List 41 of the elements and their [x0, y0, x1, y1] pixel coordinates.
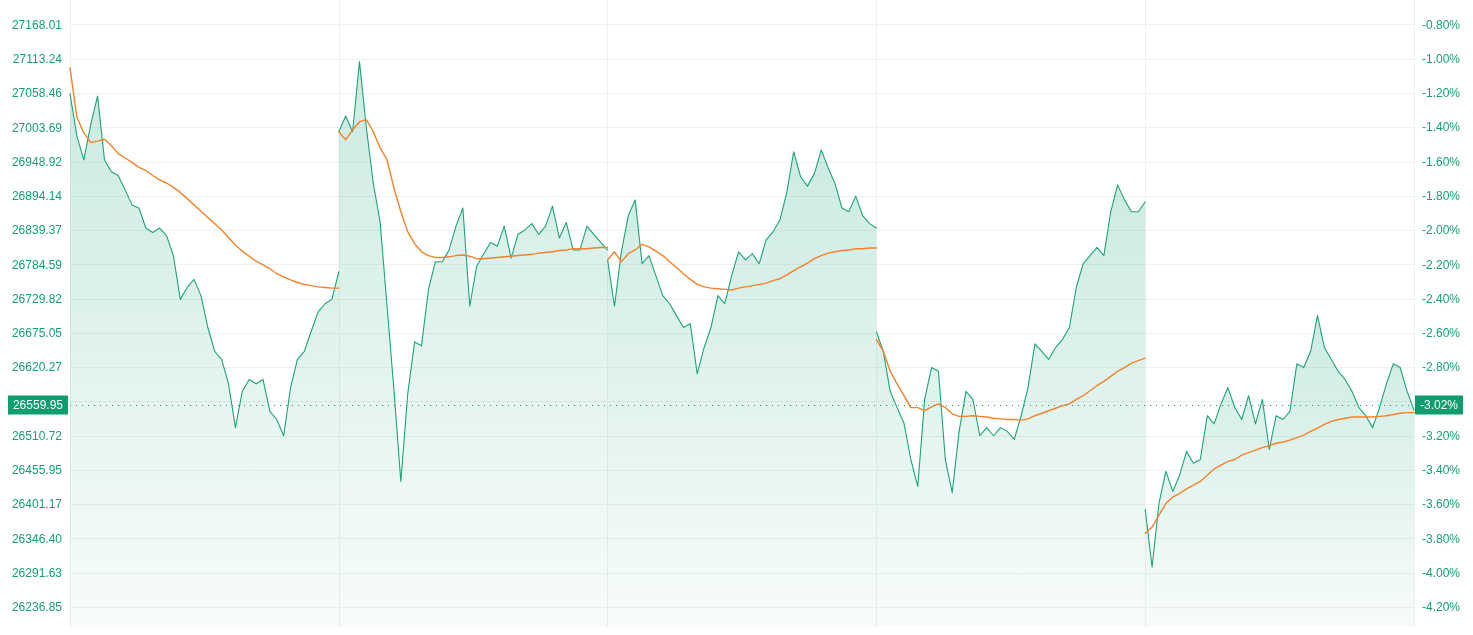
y-tick-label: 26510.72: [11, 428, 63, 443]
y2-tick-label: -2.00%: [1422, 223, 1461, 238]
y2-tick-label: -3.80%: [1422, 531, 1461, 546]
y2-tick-label: -1.40%: [1422, 120, 1461, 135]
line-series: [606, 243, 878, 291]
y-tick-label: 27003.69: [11, 120, 63, 135]
y-tick-label: 26455.95: [11, 463, 63, 478]
y-tick-label: 26894.14: [11, 189, 63, 204]
y2-tick-label: -1.20%: [1422, 86, 1461, 101]
y-tick-label: 26620.27: [11, 360, 63, 375]
y-tick-label: 27168.01: [11, 17, 63, 32]
y-tick-label: 26401.17: [11, 497, 63, 512]
text: -3.02%: [1420, 398, 1459, 413]
y-tick-label: 26948.92: [11, 154, 63, 169]
y2-tick-label: -1.60%: [1422, 154, 1461, 169]
y2-tick-label: -3.40%: [1422, 463, 1461, 478]
y2-tick-label: -2.80%: [1422, 360, 1461, 375]
y2-tick-label: -1.80%: [1422, 189, 1461, 204]
y2-tick-label: -3.20%: [1422, 428, 1461, 443]
y2-tick-label: -4.00%: [1422, 566, 1461, 581]
y2-tick-label: -2.20%: [1422, 257, 1461, 272]
y-tick-label: 26236.85: [11, 600, 63, 615]
y2-tick-label: -2.60%: [1422, 326, 1461, 341]
y-tick-label: 26675.05: [11, 326, 63, 341]
y-tick-label: 26346.40: [11, 531, 63, 546]
y2-tick-label: -3.60%: [1422, 497, 1461, 512]
y2-tick-label: -2.40%: [1422, 291, 1461, 306]
y-tick-label: 26784.59: [11, 257, 63, 272]
y-tick-label: 27113.24: [12, 51, 63, 66]
ref-line-label: 26559.95: [12, 398, 64, 413]
line-series: [875, 338, 1146, 421]
line-series: [338, 119, 609, 260]
y-tick-label: 26729.82: [11, 291, 63, 306]
y-tick-label: 26291.63: [11, 565, 63, 580]
y2-tick-label: -0.80%: [1422, 17, 1461, 32]
y-tick-label: 26839.37: [11, 223, 63, 238]
y2-tick-label: -1.00%: [1422, 51, 1461, 66]
line-series: [1144, 411, 1415, 535]
line-series: [69, 67, 340, 289]
y2-tick-label: -4.20%: [1422, 600, 1461, 615]
y-tick-label: 27058.46: [11, 86, 63, 101]
